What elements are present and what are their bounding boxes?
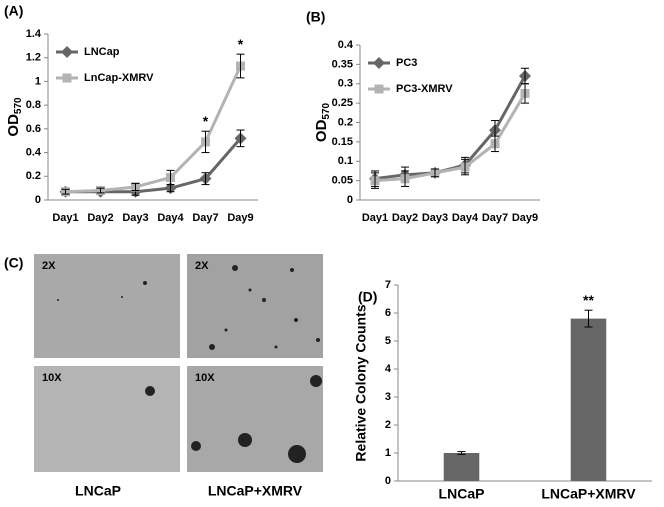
error-bar — [584, 309, 593, 328]
error-bar — [521, 83, 529, 104]
legend-label: LnCap-XMRV — [84, 72, 154, 84]
error-bar — [131, 182, 140, 192]
bar — [443, 453, 480, 481]
magnification: 2X — [42, 260, 56, 272]
legend-label: PC3 — [396, 57, 417, 69]
y-axis-label-sub: 570 — [321, 102, 332, 119]
y-tick-label: 6 — [385, 307, 391, 319]
error-bar — [457, 451, 466, 455]
y-tick-label: 0.4 — [338, 39, 354, 51]
y-tick-label: 7 — [385, 279, 391, 291]
image — [34, 366, 180, 472]
line — [65, 65, 242, 194]
y-tick-label: 1 — [35, 75, 41, 87]
caption: LNCaP — [75, 483, 121, 499]
legend-marker — [373, 57, 385, 69]
image — [187, 254, 323, 358]
error-bar — [166, 169, 175, 186]
legend-marker — [62, 73, 72, 83]
x-tick-label: Day3 — [422, 212, 448, 224]
x-tick-label: Day4 — [452, 212, 479, 224]
error-bar — [61, 188, 70, 195]
x-tick-label: Day4 — [157, 212, 184, 224]
y-axis-label: OD570 — [313, 102, 332, 142]
panel-label: (C) — [4, 255, 23, 271]
y-tick-label: 1.4 — [26, 28, 42, 40]
y-tick-label: 1.2 — [26, 52, 41, 64]
y-tick-label: 0.8 — [26, 99, 41, 111]
y-tick-label: 4 — [385, 363, 392, 375]
x-tick-label: Day2 — [87, 212, 113, 224]
colonies — [57, 265, 322, 463]
y-tick-label: 0.2 — [26, 170, 41, 182]
error-bar — [201, 172, 210, 186]
y-tick-label: 0 — [347, 194, 353, 206]
caption: LNCaP+XMRV — [208, 483, 303, 499]
y-tick-label: 3 — [385, 391, 391, 403]
y-tick-label: 0.4 — [26, 146, 42, 158]
error-bar — [491, 135, 499, 153]
x-tick-label: Day9 — [512, 212, 538, 224]
y-tick-label: 0.15 — [332, 136, 353, 148]
error-bar — [236, 129, 245, 148]
micrographs: 2X 2X 10X 10X LNCaP LNCaP+XMRV — [34, 254, 323, 499]
y-axis-label: Relative Colony Counts — [353, 304, 369, 461]
legend-label: PC3-XMRV — [396, 83, 453, 95]
panel-label: (D) — [358, 289, 377, 305]
y-tick-label: 0 — [35, 194, 41, 206]
image — [34, 254, 180, 358]
line — [374, 92, 527, 183]
magnification: 2X — [195, 260, 209, 272]
error-bar — [236, 53, 245, 79]
x-tick-label: Day3 — [122, 212, 148, 224]
x-tick-label: LNCaP+XMRV — [541, 486, 636, 502]
error-bar — [461, 158, 469, 176]
y-axis-label-main: OD — [313, 119, 330, 142]
y-axis-label-sub: 570 — [13, 97, 24, 114]
x-tick-label: Day7 — [192, 212, 218, 224]
annotation: ** — [583, 292, 594, 308]
magnification: 10X — [195, 372, 215, 384]
error-bar — [431, 168, 439, 178]
y-tick-label: 0.35 — [332, 58, 353, 70]
bar — [570, 318, 607, 481]
x-tick-label: Day7 — [482, 212, 508, 224]
y-tick-label: 0.3 — [338, 78, 353, 90]
panel-label: (A) — [4, 3, 23, 19]
error-bar — [401, 170, 409, 187]
y-tick-label: 0.2 — [338, 116, 353, 128]
y-tick-label: 0.25 — [332, 97, 353, 109]
error-bar — [371, 172, 379, 189]
y-tick-label: 0 — [385, 475, 391, 487]
y-tick-label: 0.6 — [26, 123, 41, 135]
legend-marker — [61, 46, 73, 58]
error-bar — [96, 187, 105, 194]
y-tick-label: 0.05 — [332, 175, 353, 187]
legend-label: LNCap — [84, 46, 120, 58]
y-tick-label: 0.1 — [338, 155, 353, 167]
panel-label: (B) — [306, 9, 325, 25]
y-axis-label-main: OD — [5, 114, 22, 137]
x-tick-label: Day2 — [392, 212, 418, 224]
y-tick-label: 2 — [385, 419, 391, 431]
annotation: * — [238, 36, 244, 52]
error-bar — [201, 130, 210, 154]
y-tick-label: 5 — [385, 335, 391, 347]
x-tick-label: LNCaP — [439, 486, 485, 502]
x-tick-label: Day9 — [227, 212, 253, 224]
magnification: 10X — [42, 372, 62, 384]
legend-marker — [374, 84, 384, 94]
y-axis-label: OD570 — [5, 97, 24, 137]
x-tick-label: Day1 — [362, 212, 388, 224]
y-tick-label: 1 — [385, 447, 391, 459]
x-tick-label: Day1 — [52, 212, 78, 224]
annotation: * — [203, 113, 209, 129]
